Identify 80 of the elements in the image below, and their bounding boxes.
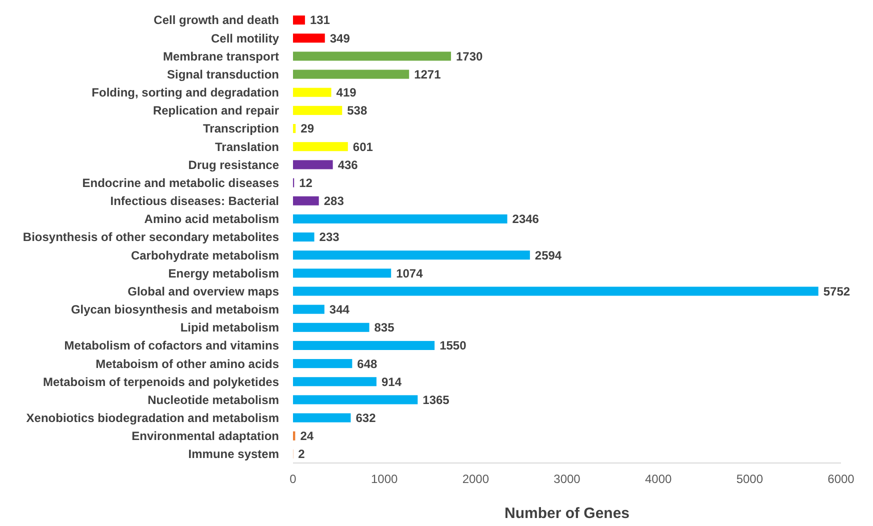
x-tick-label: 3000 bbox=[554, 472, 581, 486]
y-tick-label: Energy metabolism bbox=[168, 266, 279, 280]
bar bbox=[293, 70, 410, 79]
x-tick-label: 5000 bbox=[736, 472, 764, 486]
y-tick-label: Membrane transport bbox=[162, 49, 279, 64]
x-tick-label: 6000 bbox=[828, 472, 855, 486]
y-tick-label: Replication and repair bbox=[152, 104, 280, 118]
y-tick-label: Nucleotide metabolism bbox=[148, 392, 279, 407]
y-tick-label: Cell motility bbox=[210, 31, 280, 46]
bar bbox=[293, 106, 342, 115]
data-label: 835 bbox=[374, 320, 395, 335]
bar bbox=[293, 322, 370, 332]
data-label: 538 bbox=[347, 104, 368, 118]
data-label: 601 bbox=[352, 140, 374, 154]
data-label: 349 bbox=[330, 31, 350, 46]
y-tick-label: Drug resistance bbox=[188, 158, 280, 172]
data-label: 344 bbox=[329, 302, 350, 317]
bar bbox=[293, 124, 296, 134]
data-label: 131 bbox=[310, 13, 330, 28]
bar bbox=[293, 160, 333, 170]
y-tick-label: Xenobiotics biodegradation and metabolism bbox=[26, 411, 279, 425]
bar bbox=[293, 395, 418, 404]
data-label: 436 bbox=[338, 158, 358, 172]
data-label: 283 bbox=[324, 194, 344, 208]
x-tick-label: 0 bbox=[290, 472, 297, 486]
x-axis-title: Number of Genes bbox=[504, 505, 630, 522]
data-label: 632 bbox=[356, 411, 376, 425]
bar bbox=[293, 250, 530, 260]
y-tick-label: Carbohydrate metabolism bbox=[130, 248, 279, 262]
data-label: 29 bbox=[300, 122, 314, 136]
y-tick-label: Metabolism of cofactors and vitamins bbox=[64, 338, 280, 353]
data-label: 2594 bbox=[534, 248, 562, 262]
y-tick-label: Metaboism of terpenoids and polyketides bbox=[42, 374, 280, 389]
data-label: 2346 bbox=[512, 212, 540, 226]
data-label: 1074 bbox=[396, 266, 424, 280]
bar bbox=[293, 88, 332, 97]
y-tick-label: Transcription bbox=[202, 122, 279, 136]
data-label: 1365 bbox=[422, 392, 450, 407]
data-label: 5752 bbox=[823, 284, 850, 298]
y-tick-label: Signal transduction bbox=[166, 67, 279, 82]
data-label: 914 bbox=[381, 374, 402, 389]
bar bbox=[293, 142, 348, 152]
y-tick-label: Amino acid metabolism bbox=[144, 212, 279, 226]
bar bbox=[293, 232, 314, 242]
y-tick-label: Global and overview maps bbox=[128, 284, 280, 298]
x-tick-label: 1000 bbox=[370, 472, 398, 486]
y-tick-label: Infectious diseases: Bacterial bbox=[110, 194, 279, 208]
data-label: 648 bbox=[357, 356, 378, 371]
y-tick-label: Biosynthesis of other secondary metabolites bbox=[22, 230, 280, 244]
data-label: 1271 bbox=[414, 67, 442, 82]
y-tick-label: Translation bbox=[214, 140, 279, 154]
data-label: 419 bbox=[336, 86, 357, 100]
y-tick-label: Lipid metabolism bbox=[180, 320, 279, 335]
bar bbox=[293, 377, 376, 386]
bar bbox=[293, 16, 305, 25]
bar bbox=[293, 340, 435, 350]
bar bbox=[293, 268, 392, 278]
data-label: 24 bbox=[300, 429, 314, 444]
y-tick-label: Folding, sorting and degradation bbox=[92, 86, 279, 100]
y-tick-label: Environmental adaptation bbox=[132, 429, 279, 444]
data-label: 1550 bbox=[440, 338, 467, 353]
bar bbox=[293, 359, 352, 368]
y-tick-label: Metaboism of other amino acids bbox=[96, 356, 280, 371]
bar bbox=[293, 196, 319, 206]
data-label: 2 bbox=[298, 447, 306, 462]
data-label: 12 bbox=[299, 176, 313, 190]
x-tick-label: 4000 bbox=[644, 472, 672, 486]
data-label: 1730 bbox=[456, 49, 484, 64]
y-tick-label: Cell growth and death bbox=[154, 13, 279, 28]
bar bbox=[293, 214, 508, 224]
data-label: 233 bbox=[319, 230, 340, 244]
bar bbox=[293, 52, 452, 61]
y-tick-label: Endocrine and metabolic diseases bbox=[82, 176, 280, 190]
bar bbox=[293, 413, 351, 422]
bar bbox=[293, 34, 325, 43]
x-tick-label: 2000 bbox=[462, 472, 490, 486]
bar bbox=[293, 286, 818, 296]
bar bbox=[293, 304, 324, 314]
y-tick-label: Immune system bbox=[188, 447, 279, 462]
y-tick-label: Glycan biosynthesis and metaboism bbox=[70, 302, 279, 317]
